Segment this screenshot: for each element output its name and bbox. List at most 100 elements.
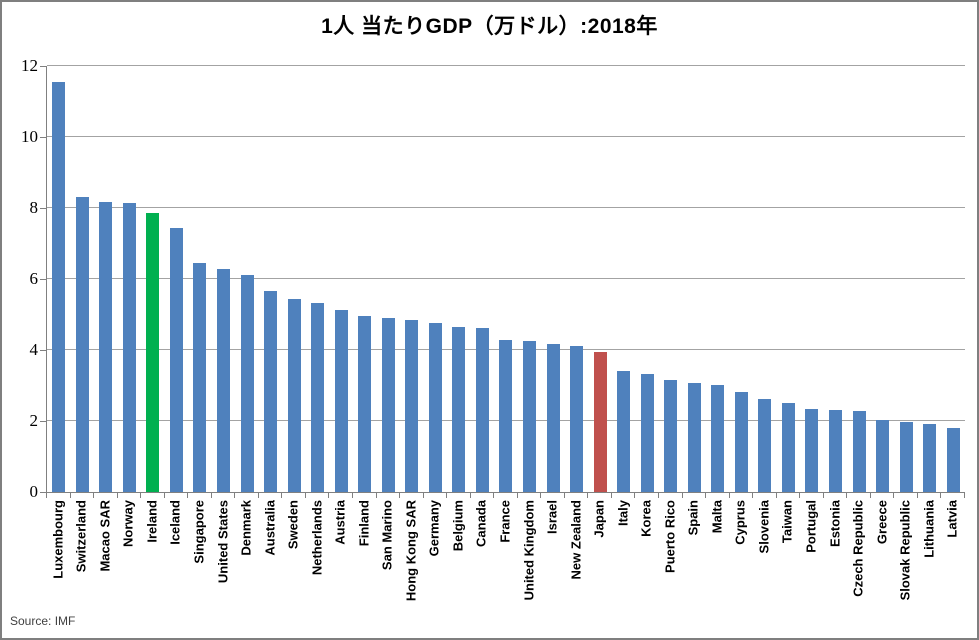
x-axis-label: San Marino — [376, 500, 400, 614]
x-axis-label: Spain — [682, 500, 706, 614]
x-axis-label: Finland — [352, 500, 376, 614]
bar-column-slovak-republic — [894, 66, 918, 492]
x-axis-label: Slovak Republic — [893, 500, 917, 614]
bar-column-macao-sar — [94, 66, 118, 492]
bar-column-luxembourg — [47, 66, 71, 492]
bar-column-israel — [541, 66, 565, 492]
bar-column-france — [494, 66, 518, 492]
x-axis-label-text: Lithuania — [921, 500, 937, 558]
y-axis-tick — [40, 208, 46, 209]
x-axis-tick — [610, 493, 612, 498]
x-axis-tick — [422, 493, 424, 498]
bar — [381, 318, 395, 492]
x-axis-label-text: Norway — [120, 500, 136, 547]
x-axis-tick — [493, 493, 495, 498]
x-axis-tick — [587, 493, 589, 498]
x-axis-tick — [93, 493, 95, 498]
gridline — [47, 278, 965, 279]
bar — [99, 202, 113, 492]
bar — [734, 392, 748, 492]
x-axis-label-text: Estonia — [827, 500, 843, 547]
x-axis-tick — [658, 493, 659, 498]
bar — [852, 411, 866, 492]
bar-column-denmark — [235, 66, 259, 492]
bar — [923, 424, 937, 492]
x-axis-label-text: Singapore — [191, 500, 207, 564]
y-axis-label: 4 — [29, 340, 39, 359]
bar — [664, 380, 678, 492]
x-axis-tick — [705, 493, 707, 498]
bar — [452, 327, 466, 492]
x-axis-label-text: New Zealand — [568, 500, 584, 580]
bar — [523, 341, 537, 492]
bar-column-sweden — [282, 66, 306, 492]
x-axis-label: Puerto Rico — [658, 500, 682, 614]
x-axis-label-text: Malta — [709, 500, 725, 534]
x-axis-tick — [469, 493, 471, 498]
bar — [711, 385, 725, 492]
x-axis-label: Taiwan — [776, 500, 800, 614]
x-axis-label-text: Greece — [874, 500, 890, 545]
y-axis-tick — [40, 492, 46, 493]
x-axis-label: Netherlands — [305, 500, 329, 614]
bar — [146, 213, 160, 492]
x-axis-label: Luxembourg — [46, 500, 70, 614]
x-axis-tick — [375, 493, 377, 498]
bar-column-switzerland — [71, 66, 95, 492]
x-axis-label-text: Hong Kong SAR — [403, 500, 419, 602]
x-axis-label: Czech Republic — [846, 500, 870, 614]
x-axis-label-text: Luxembourg — [50, 500, 66, 579]
gridline — [47, 65, 965, 66]
x-axis-label-text: Denmark — [238, 500, 254, 556]
x-axis-tick — [893, 493, 895, 498]
bar-column-japan — [588, 66, 612, 492]
bar — [781, 403, 795, 492]
x-axis-label: France — [493, 500, 517, 614]
y-axis-tick — [40, 279, 46, 280]
x-axis-label: Lithuania — [917, 500, 941, 614]
x-axis-tick — [116, 493, 118, 498]
x-axis-label-text: Switzerland — [73, 500, 89, 573]
x-axis-tick — [563, 493, 565, 498]
x-axis-label-text: Italy — [615, 500, 631, 527]
bar-column-austria — [329, 66, 353, 492]
x-axis-label-text: Slovenia — [756, 500, 772, 554]
x-axis-tick — [752, 493, 754, 498]
x-axis-tick — [516, 493, 518, 498]
bar-column-san-marino — [377, 66, 401, 492]
bar-column-puerto-rico — [659, 66, 683, 492]
bar-column-new-zealand — [565, 66, 589, 492]
x-axis-label-text: Germany — [426, 500, 442, 557]
x-axis-tick — [46, 493, 47, 498]
x-axis-label-text: Finland — [356, 500, 372, 547]
x-axis-label: Italy — [611, 500, 635, 614]
y-axis-label: 0 — [29, 482, 39, 501]
x-axis-tick — [187, 493, 189, 498]
x-axis-label: Hong Kong SAR — [399, 500, 423, 614]
x-axis-label: Denmark — [234, 500, 258, 614]
x-axis-label: Japan — [587, 500, 611, 614]
x-axis-tick — [822, 493, 824, 498]
bar — [75, 197, 89, 492]
bar — [334, 310, 348, 492]
x-axis-label-text: Czech Republic — [850, 500, 866, 597]
x-axis-tick — [846, 493, 848, 498]
bar — [687, 383, 701, 492]
y-axis-label: 8 — [29, 198, 39, 217]
bar-column-belgium — [447, 66, 471, 492]
bar — [193, 263, 207, 492]
x-axis-label-text: Cyprus — [732, 500, 748, 545]
bar-column-spain — [683, 66, 707, 492]
x-axis-label: Ireland — [140, 500, 164, 614]
bar — [899, 422, 913, 492]
bar-column-latvia — [941, 66, 965, 492]
x-axis-label: Latvia — [940, 500, 964, 614]
y-axis-label: 2 — [29, 411, 39, 430]
y-axis-label: 6 — [29, 269, 39, 288]
bar — [217, 269, 231, 492]
x-axis-label-text: Puerto Rico — [662, 500, 678, 573]
bar-column-taiwan — [777, 66, 801, 492]
x-axis-label-text: Belgium — [450, 500, 466, 552]
x-axis-label: Australia — [258, 500, 282, 614]
x-axis-label: Slovenia — [752, 500, 776, 614]
